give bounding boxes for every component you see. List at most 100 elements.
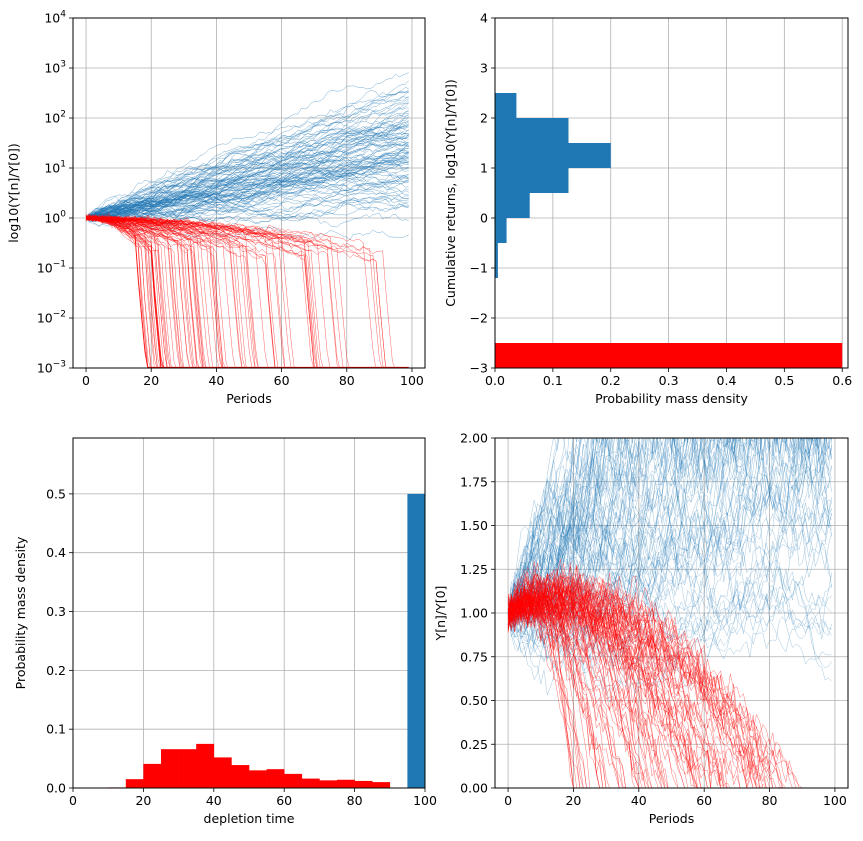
survive-path-line <box>507 438 832 614</box>
x-tick-label: 20 <box>143 373 159 388</box>
deplete-path-line <box>507 601 832 788</box>
survive-path-line <box>85 116 409 221</box>
survive-path-line <box>85 174 409 220</box>
survive-path-line <box>507 526 832 659</box>
survive-path-line <box>507 490 832 657</box>
survive-path-line <box>85 122 409 219</box>
survive-path-line <box>507 438 819 614</box>
survive-path-line <box>507 438 813 629</box>
deplete-bar <box>249 770 267 788</box>
survive-path-line <box>507 438 831 614</box>
survive-path-line <box>507 438 752 614</box>
deplete-path-line <box>507 602 832 788</box>
deplete-path-line <box>507 578 832 788</box>
survive-path-line <box>507 438 813 614</box>
y-tick-label: 103 <box>44 60 66 76</box>
survive-path-line <box>85 150 409 219</box>
y-tick-label: 10−2 <box>37 310 66 326</box>
y-tick-label: 0.1 <box>46 722 66 737</box>
survive-path-line <box>507 538 832 682</box>
survive-path-line <box>508 438 818 614</box>
survive-path-line <box>507 438 832 620</box>
survive-path-line <box>508 438 741 614</box>
deplete-bar <box>266 769 285 788</box>
deplete-path-line <box>85 216 148 368</box>
deplete-bar <box>337 779 355 788</box>
y-tick-label: 100 <box>44 210 66 226</box>
survive-path-line <box>507 438 832 616</box>
survive-path-line <box>507 438 820 624</box>
survive-path-line <box>507 438 826 614</box>
deplete-path-line <box>85 216 225 368</box>
x-tick-label: 80 <box>762 793 778 808</box>
survive-path-line <box>85 142 409 219</box>
deplete-bar <box>284 773 303 788</box>
chart-depletion-time-histogram: 0 20 40 60 80 100 0.0 0.1 0.2 0.3 0.4 0.5 depletion … <box>13 437 437 826</box>
survive-path-line <box>507 593 832 696</box>
survive-path-line <box>507 438 759 619</box>
y-tick-label: 0.2 <box>46 663 66 678</box>
y-tick-label: −3 <box>470 361 488 376</box>
survive-path-line <box>85 152 409 222</box>
deplete-bar <box>231 765 250 788</box>
survive-path-line <box>507 438 827 637</box>
deplete-path-line <box>86 216 315 368</box>
x-tick-label: 100 <box>823 793 847 808</box>
y-tick-label: 104 <box>44 10 66 26</box>
survive-path-line <box>507 438 832 614</box>
series-lines <box>85 72 409 368</box>
deplete-bar <box>213 757 232 788</box>
survive-path-line <box>508 438 757 672</box>
deplete-path-line <box>507 577 832 788</box>
deplete-bar <box>125 779 144 788</box>
survive-path-line <box>507 438 832 614</box>
survive-path-line <box>507 438 804 614</box>
survive-path-line <box>507 480 832 639</box>
survive-path-line <box>85 164 409 219</box>
deplete-path-line <box>507 600 832 788</box>
y-tick-label: −2 <box>470 311 488 326</box>
deplete-path-line <box>85 217 177 368</box>
survive-path-line <box>85 125 409 222</box>
x-tick-label: 0.1 <box>543 373 563 388</box>
deplete-path-line <box>507 573 832 788</box>
deplete-path-line <box>507 598 832 788</box>
survive-path-line <box>85 204 409 219</box>
deplete-bar <box>178 749 197 788</box>
y-tick-label: 0.3 <box>46 604 66 619</box>
deplete-path-line <box>507 572 832 788</box>
survive-path-line <box>507 438 832 620</box>
x-tick-label: 60 <box>274 373 290 388</box>
deplete-path-line <box>507 582 832 788</box>
deplete-bar <box>196 743 215 788</box>
survive-path-line <box>85 198 409 221</box>
survive-path-line <box>507 438 757 614</box>
y-tick-label: 0.25 <box>460 737 488 752</box>
survive-path-line <box>507 438 832 614</box>
deplete-path-line <box>85 217 173 368</box>
y-axis-label: Cumulative returns, log10(Y[n]/Y[0]) <box>443 79 458 307</box>
survive-path-line <box>85 149 409 219</box>
x-tick-label: 0.4 <box>717 373 737 388</box>
x-tick-label: 60 <box>696 793 712 808</box>
survive-path-line <box>507 438 729 619</box>
y-tick-label: 2.00 <box>460 431 488 446</box>
deplete-path-line <box>507 577 832 788</box>
x-tick-label: 20 <box>135 793 151 808</box>
plot-frame <box>494 17 849 369</box>
survive-path-line <box>507 438 741 628</box>
deplete-path-line <box>85 216 165 368</box>
survive-path-line <box>85 72 409 220</box>
deplete-path-line <box>508 592 832 788</box>
survive-path-line <box>507 438 783 618</box>
x-tick-label: 0.2 <box>601 373 621 388</box>
deplete-path-line <box>85 215 158 368</box>
y-tick-label: 10−1 <box>37 260 66 276</box>
y-axis-label: log10(Y[n]/Y[0]) <box>6 143 21 243</box>
y-tick-label: 0.5 <box>46 486 66 501</box>
survive-path-line <box>508 438 777 615</box>
deplete-bar <box>354 780 373 788</box>
deplete-path-line <box>85 216 385 368</box>
survive-path-line <box>85 159 409 219</box>
survive-bar <box>495 118 569 143</box>
